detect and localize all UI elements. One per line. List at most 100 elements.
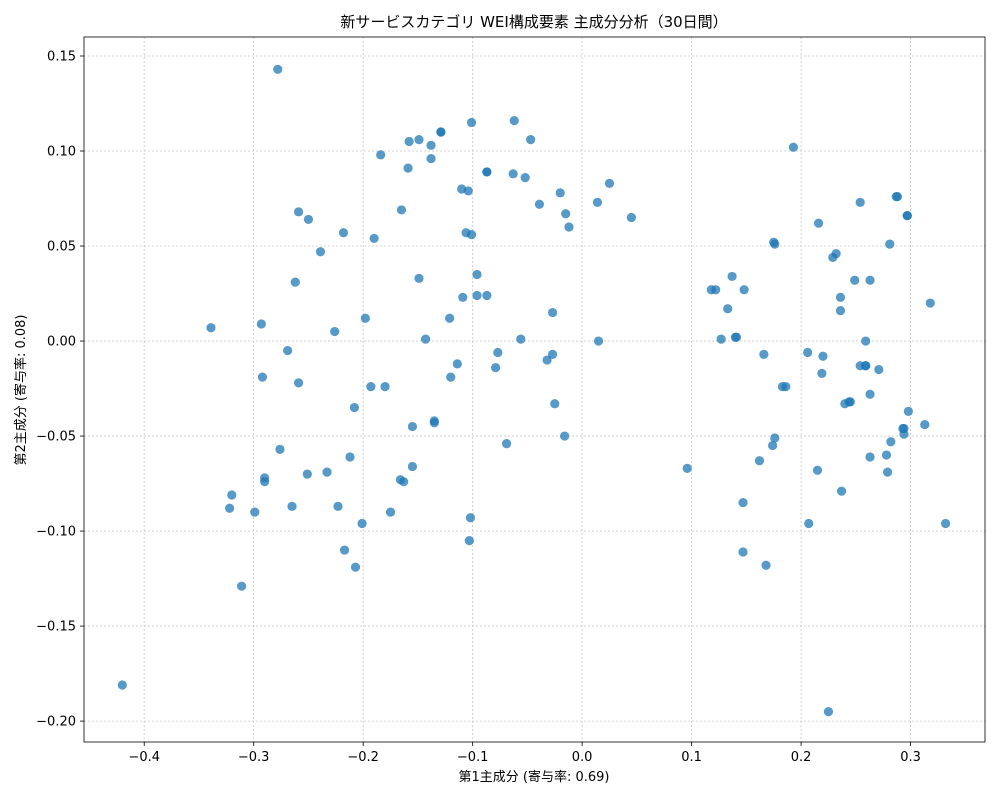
data-point	[339, 545, 350, 555]
data-point	[350, 562, 361, 572]
data-point	[902, 211, 912, 221]
data-point	[501, 439, 512, 449]
data-point	[831, 249, 841, 259]
data-point	[865, 452, 875, 462]
data-point	[275, 444, 285, 454]
data-point	[330, 326, 340, 337]
data-point	[882, 467, 893, 477]
data-point	[458, 292, 468, 302]
data-point	[759, 349, 769, 359]
data-point	[925, 298, 935, 308]
x-tick-label: −0.1	[457, 750, 489, 765]
data-point	[302, 469, 312, 479]
data-point	[738, 497, 748, 508]
data-point	[357, 518, 367, 529]
data-point	[366, 382, 376, 392]
x-axis-ticks: −0.4 −0.3 −0.2 −0.1 0.0 0.1 0.2 0.3	[128, 742, 921, 765]
data-point	[542, 355, 552, 365]
data-point	[861, 336, 871, 346]
data-point	[445, 313, 455, 323]
data-point	[472, 269, 482, 280]
data-point	[865, 275, 875, 285]
data-point	[899, 429, 909, 439]
data-point	[256, 319, 266, 329]
data-point	[592, 197, 603, 207]
data-point	[465, 513, 476, 523]
data-point	[731, 332, 742, 342]
data-point	[491, 363, 501, 373]
data-point	[426, 154, 436, 164]
data-point	[920, 420, 930, 430]
data-point	[835, 292, 846, 302]
data-point	[804, 518, 814, 529]
data-point	[626, 212, 636, 223]
data-point	[509, 116, 519, 126]
data-point	[117, 680, 127, 690]
data-point	[508, 169, 518, 179]
data-point	[547, 349, 558, 359]
y-tick-label: 0.15	[47, 50, 76, 65]
data-point	[273, 64, 283, 74]
data-point	[865, 389, 875, 399]
data-point	[886, 437, 896, 447]
data-point	[407, 421, 418, 432]
data-point	[407, 461, 418, 472]
data-point	[711, 285, 721, 295]
data-point	[303, 214, 314, 225]
data-point	[227, 490, 237, 500]
chart-title: 新サービスカテゴリ WEI構成要素 主成分分析（30日間）	[340, 13, 727, 31]
data-point	[803, 347, 813, 358]
data-point	[472, 290, 482, 301]
data-point	[385, 507, 396, 517]
data-point	[855, 197, 865, 207]
data-point	[360, 313, 370, 323]
x-tick-label: 0.2	[791, 750, 812, 765]
data-point	[564, 222, 574, 232]
data-point	[322, 467, 332, 477]
data-point	[534, 199, 545, 209]
data-point	[287, 501, 297, 511]
data-point	[403, 163, 413, 173]
grid	[84, 37, 985, 742]
data-point	[333, 501, 343, 511]
data-point	[836, 486, 847, 496]
x-axis-label: 第1主成分 (寄与率: 0.69)	[458, 769, 609, 785]
data-point	[436, 127, 446, 137]
x-tick-label: 0.0	[572, 750, 593, 765]
data-point	[739, 285, 749, 295]
data-point	[482, 167, 492, 177]
data-point	[250, 507, 260, 517]
data-point	[761, 560, 771, 570]
data-point	[781, 382, 791, 392]
data-point	[338, 228, 349, 238]
data-point	[770, 433, 780, 443]
data-points	[117, 64, 951, 717]
data-point	[561, 209, 571, 219]
y-tick-label: 0.00	[47, 335, 76, 350]
data-point	[349, 402, 360, 413]
data-point	[885, 239, 895, 249]
data-point	[754, 456, 765, 466]
data-point	[376, 150, 386, 160]
data-point	[290, 277, 300, 287]
x-tick-label: −0.4	[128, 750, 160, 765]
y-axis-label: 第2主成分 (寄与率: 0.08)	[13, 314, 29, 465]
data-point	[420, 334, 431, 344]
data-point	[727, 271, 737, 282]
y-tick-label: −0.10	[36, 525, 76, 540]
data-point	[493, 347, 503, 358]
data-point	[426, 140, 436, 150]
data-point	[768, 440, 778, 451]
data-point	[823, 706, 834, 717]
data-point	[593, 336, 604, 346]
x-tick-label: 0.1	[681, 750, 702, 765]
data-point	[414, 273, 424, 283]
data-point	[881, 450, 892, 460]
data-point	[464, 535, 474, 546]
x-tick-label: −0.2	[347, 750, 379, 765]
x-tick-label: 0.3	[900, 750, 921, 765]
y-tick-label: −0.05	[36, 430, 76, 445]
data-point	[404, 136, 414, 147]
